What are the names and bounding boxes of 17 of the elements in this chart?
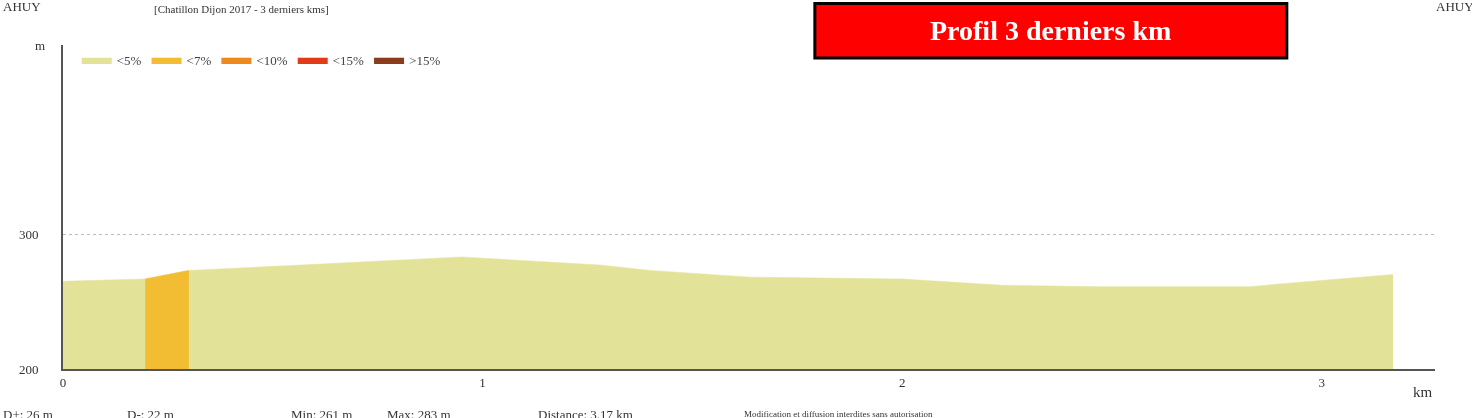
legend-label: <15% [332, 53, 365, 69]
y-tick-label: 200 [18, 361, 39, 377]
legend-label: <5% [116, 53, 142, 69]
x-tick-label: 0 [59, 374, 67, 390]
y-axis-title: m [35, 38, 46, 53]
legend-label: <7% [186, 53, 212, 69]
legend-label: >15% [409, 53, 441, 69]
text: Modification et diffusion interdites sans autorisation [744, 409, 934, 418]
y-tick-label: 300 [18, 226, 39, 242]
x-tick-label: 1 [479, 374, 486, 390]
chart-title: Profil 3 derniers km [930, 15, 1172, 46]
chart-subtitle: [Chatillon Dijon 2017 - 3 derniers kms] [154, 3, 329, 15]
x-tick-label: 2 [898, 374, 906, 390]
legend-label: <10% [256, 53, 288, 69]
x-axis-title: km [1413, 384, 1433, 400]
text: AHUY [3, 0, 42, 14]
x-tick-label: 3 [1318, 374, 1325, 390]
